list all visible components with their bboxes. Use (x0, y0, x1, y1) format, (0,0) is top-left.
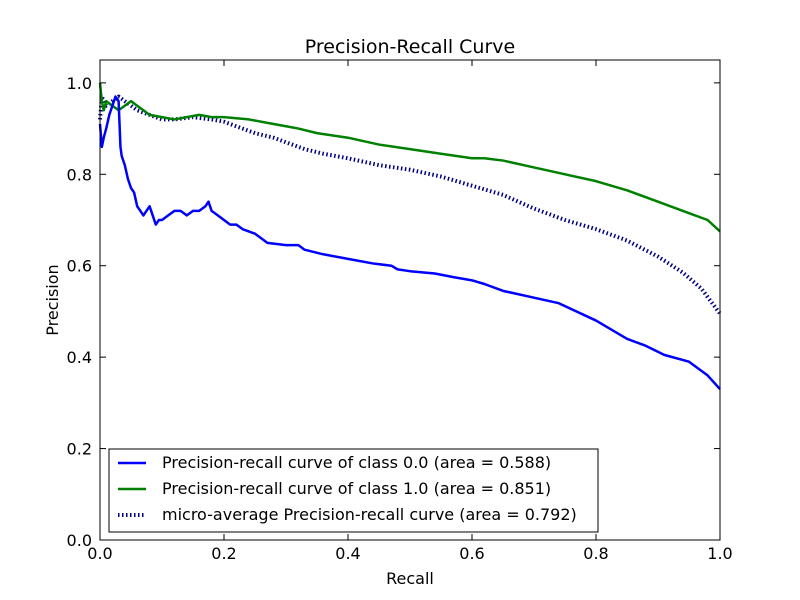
x-tick-label: 0.8 (583, 544, 608, 563)
y-tick-label: 0.6 (67, 257, 92, 276)
series-layer (98, 82, 722, 390)
y-tick-label: 0.4 (67, 348, 92, 367)
y-axis-ticks: 0.0 0.2 0.4 0.6 0.8 1.0 (67, 74, 720, 550)
legend-label-micro-average: micro-average Precision-recall curve (ar… (162, 505, 577, 524)
x-tick-label: 0.2 (211, 544, 236, 563)
plot-frame (99, 59, 721, 541)
chart-title: Precision-Recall Curve (305, 36, 515, 58)
x-axis-label: Recall (386, 569, 434, 588)
series-line-micro-average (98, 94, 722, 315)
legend-frame (108, 448, 599, 533)
series-line-class-0 (98, 95, 721, 390)
series-line-class-1 (98, 82, 721, 233)
y-tick-label: 1.0 (67, 74, 92, 93)
legend-label-class-0: Precision-recall curve of class 0.0 (are… (162, 453, 551, 472)
x-axis-ticks: 0.0 0.2 0.4 0.6 0.8 1.0 (87, 60, 733, 563)
y-tick-label: 0.2 (67, 440, 92, 459)
x-tick-label: 0.0 (87, 544, 112, 563)
y-tick-label: 0.8 (67, 165, 92, 184)
y-axis-label: Precision (43, 264, 62, 335)
legend: Precision-recall curve of class 0.0 (are… (108, 448, 599, 533)
y-tick-label: 0.0 (67, 531, 92, 550)
legend-label-class-1: Precision-recall curve of class 1.0 (are… (162, 479, 551, 498)
x-tick-label: 1.0 (707, 544, 732, 563)
x-tick-label: 0.6 (459, 544, 484, 563)
x-tick-label: 0.4 (335, 544, 360, 563)
